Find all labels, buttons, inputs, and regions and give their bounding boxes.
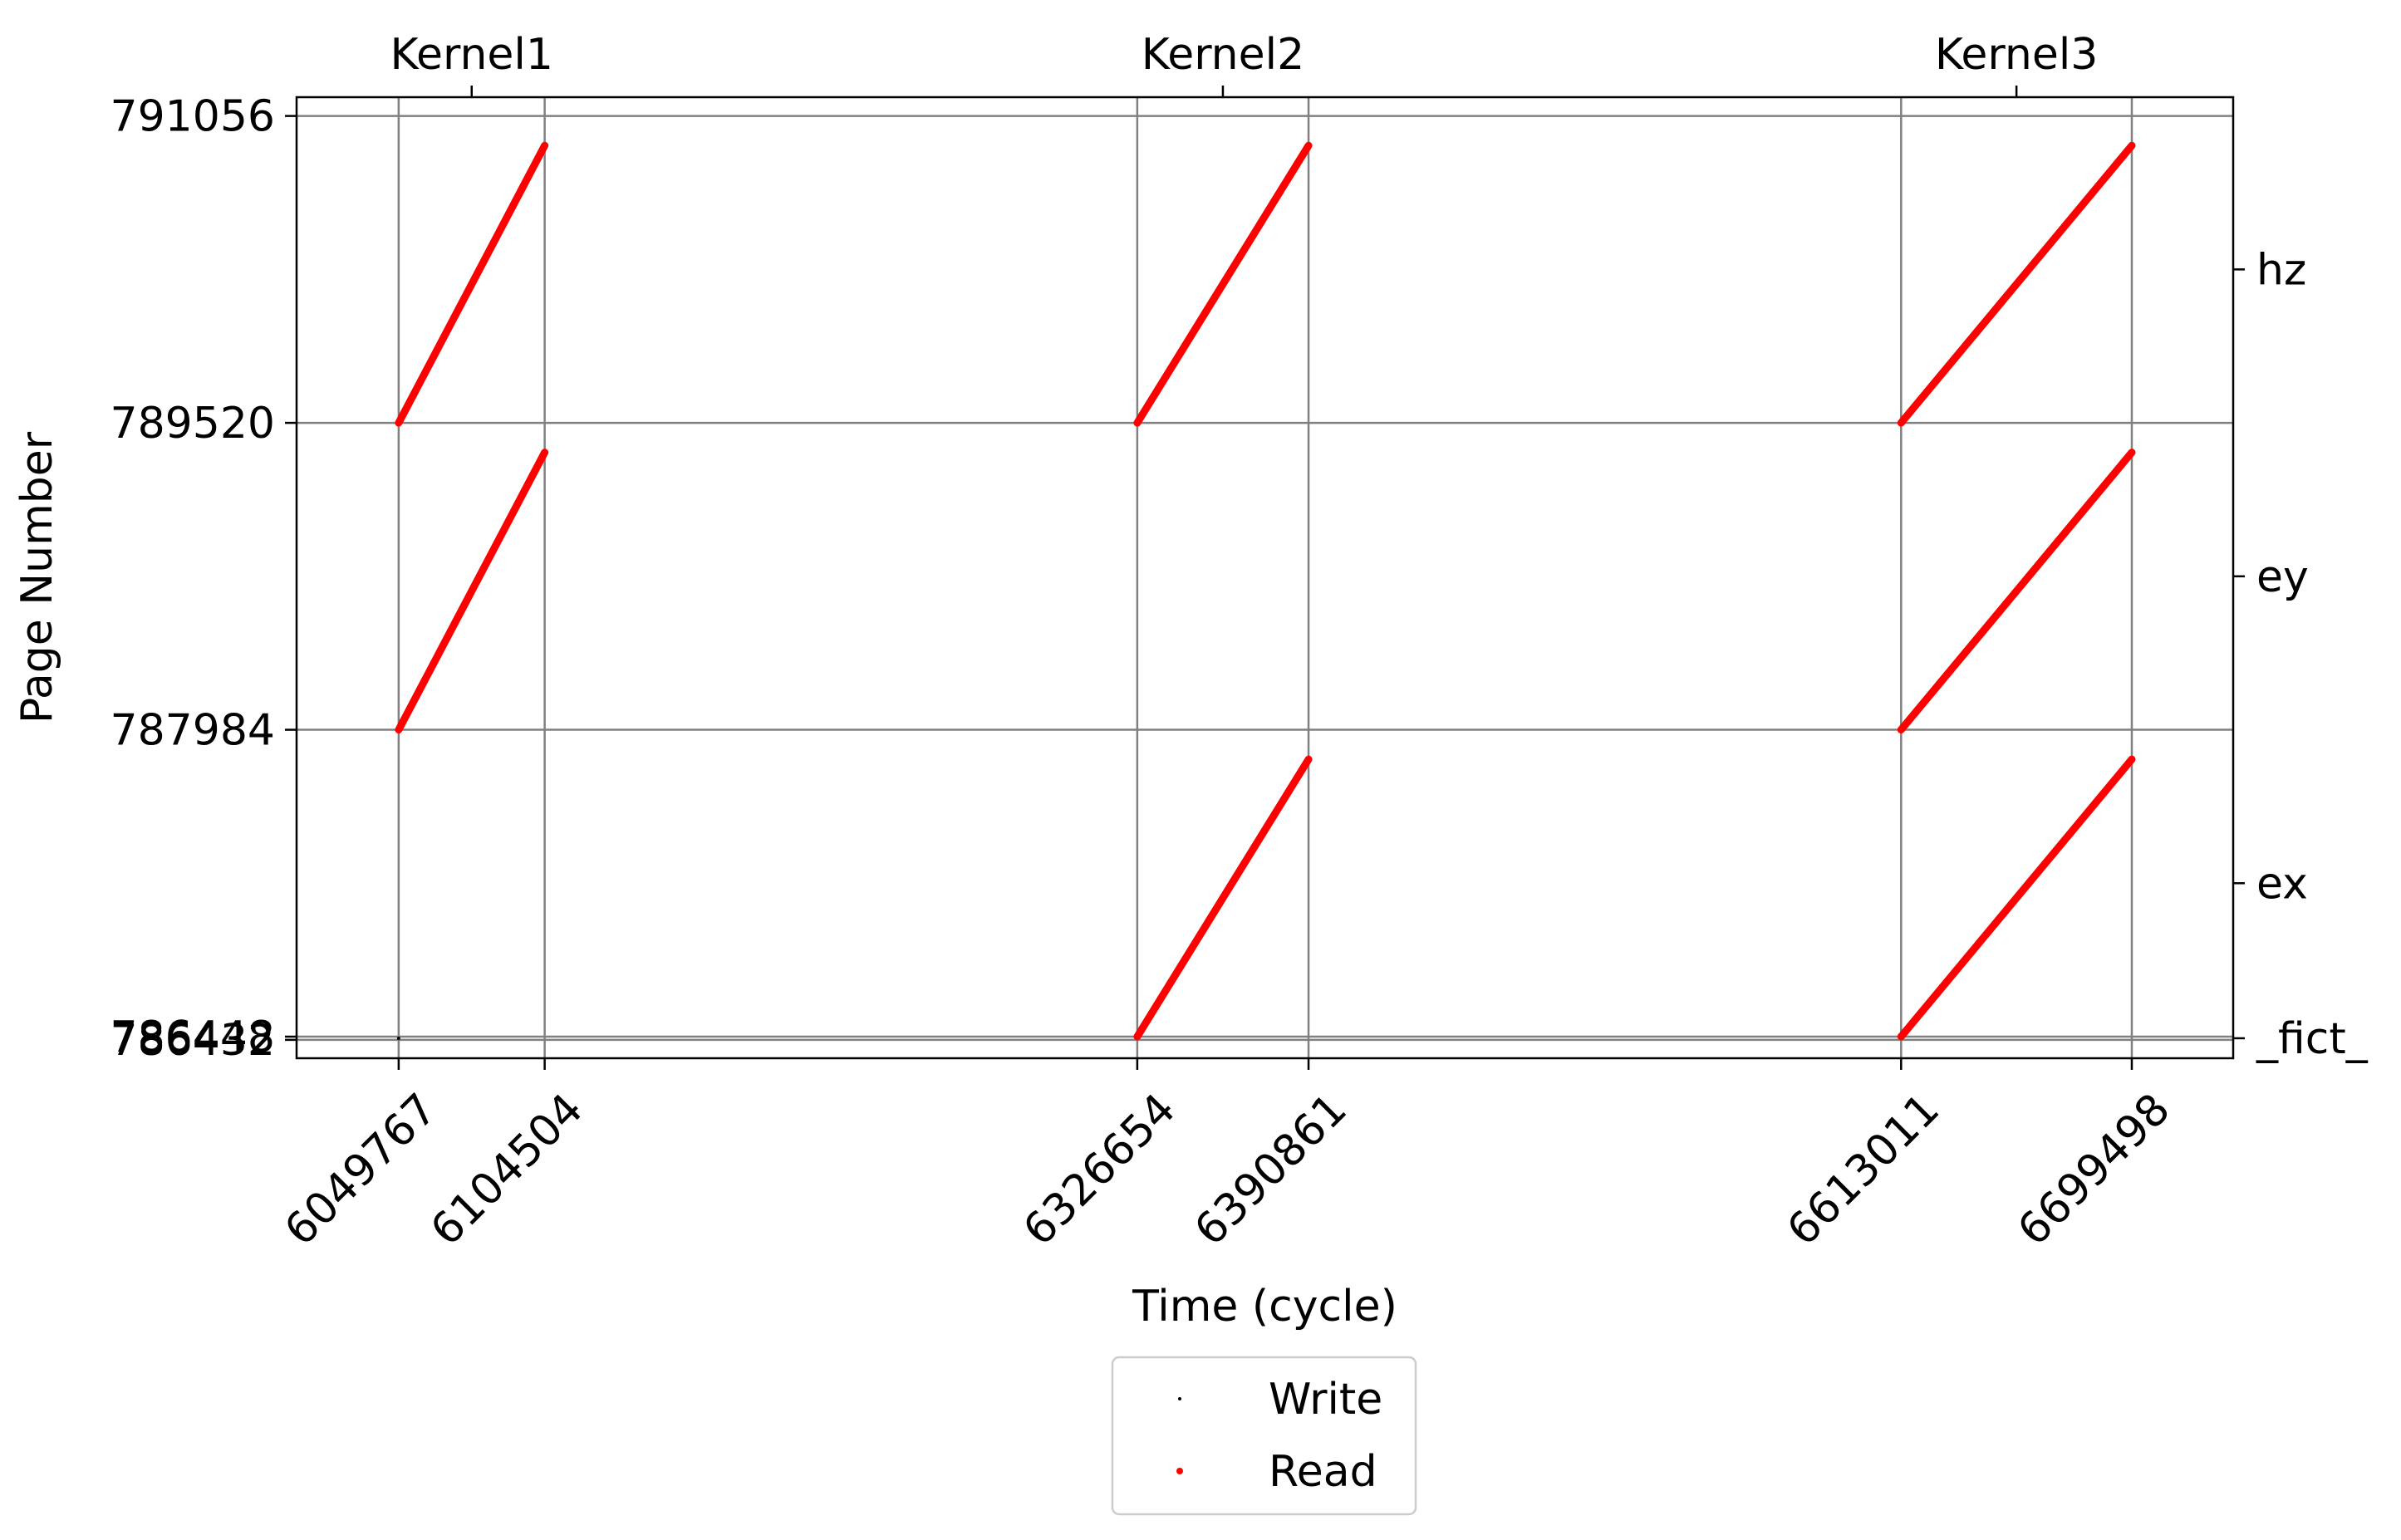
read-access-streak — [1897, 755, 2136, 1041]
legend-read-label: Read — [1269, 1447, 1377, 1497]
legend-read-marker — [1176, 1468, 1183, 1474]
read-access-streak — [1133, 755, 1313, 1041]
y-tick-label: 791056 — [110, 92, 275, 142]
kernel-label: Kernel1 — [390, 30, 553, 80]
array-label: ey — [2256, 552, 2309, 602]
legend-write-label: Write — [1269, 1375, 1382, 1425]
y-axis-title: Page Number — [12, 431, 62, 723]
x-tick-label: 6390861 — [1186, 1084, 1357, 1255]
legend-write-marker — [1178, 1397, 1181, 1400]
y-tick-label: 789520 — [110, 399, 275, 449]
read-access-streak — [395, 141, 549, 427]
array-label: ex — [2256, 859, 2308, 909]
x-tick-label: 6326654 — [1014, 1084, 1185, 1255]
kernel-label: Kernel2 — [1142, 30, 1304, 80]
grid-layer — [297, 97, 2233, 1058]
x-tick-label: 6104504 — [421, 1084, 592, 1255]
x-tick-label: 6699498 — [2009, 1084, 2180, 1255]
plot-frame — [295, 96, 2235, 1060]
x-tick-label: 6049767 — [275, 1084, 446, 1255]
read-access-streak — [395, 449, 549, 734]
read-access-streak — [1897, 141, 2136, 427]
data-layer — [395, 141, 2136, 1041]
kernel-label: Kernel3 — [1935, 30, 2098, 80]
y-tick-label: 786432 — [110, 1016, 275, 1066]
y-tick-label: 787984 — [110, 706, 275, 756]
legend: Write Read — [1111, 1356, 1417, 1516]
x-tick-label: 6613011 — [1778, 1084, 1949, 1255]
legend-box — [1111, 1356, 1417, 1516]
write-access-point — [396, 1036, 400, 1040]
read-access-streak — [1133, 141, 1313, 427]
x-axis-title: Time (cycle) — [1132, 1282, 1397, 1332]
array-label: _fict_ — [2256, 1014, 2369, 1064]
array-label: hz — [2256, 245, 2306, 295]
y-tick-label: 786448 — [110, 1013, 275, 1062]
read-access-streak — [1897, 449, 2136, 734]
